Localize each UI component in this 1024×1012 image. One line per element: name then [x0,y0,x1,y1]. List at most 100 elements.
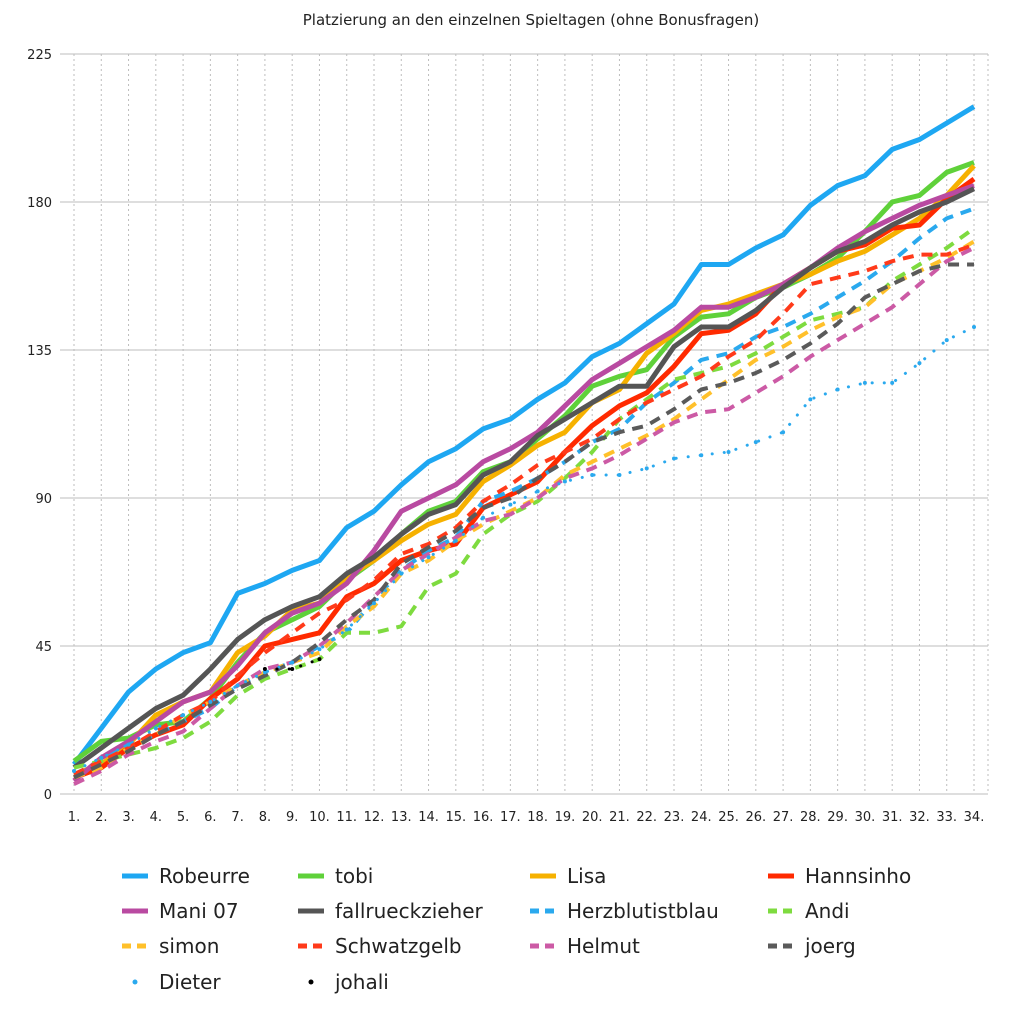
x-tick-label: 15. [445,810,466,825]
x-tick-label: 34. [964,810,985,825]
legend: Robeurre tobi Lisa Hannsinho Mani 07 fallruec… [122,864,911,994]
legend-label: Hannsinho [805,864,911,888]
data-point [617,472,622,477]
data-point [535,489,540,494]
legend-item: Hannsinho [768,864,911,888]
series-lisa [73,164,976,777]
series-robeurre [72,104,976,766]
series-line [72,186,976,770]
x-tick-label: 18. [527,810,548,825]
series-helmut [73,246,975,786]
legend-label: tobi [335,864,373,888]
data-point [726,449,731,454]
legend-item: Andi [768,899,850,923]
series-line [72,325,976,773]
x-tick-label: 32. [909,810,930,825]
legend-label: Dieter [159,970,221,994]
chart-title: Platzierung an den einzelnen Spieltagen … [303,11,760,29]
legend-item: Robeurre [122,864,250,888]
series-herzblutistblau [73,206,975,777]
data-point [426,555,431,560]
data-point [153,726,158,731]
legend-label: simon [159,934,219,958]
x-tick-label: 22. [636,810,657,825]
legend-label: Robeurre [159,864,250,888]
legend-swatch [132,979,138,985]
data-point [835,387,840,392]
legend-label: Lisa [567,864,606,888]
y-tick-label: 180 [27,196,52,211]
data-point [72,768,76,773]
legend-item: Lisa [530,864,606,888]
x-tick-label: 6. [204,810,216,825]
data-point [344,627,349,632]
series-mani-07 [72,183,975,783]
legend-label: Helmut [567,934,640,958]
x-tick-label: 33. [936,810,957,825]
x-tick-label: 21. [609,810,630,825]
legend-item: johali [308,970,389,994]
x-tick-label: 13. [391,810,412,825]
y-tick-label: 0 [44,788,52,803]
data-point [972,324,976,329]
x-axis: 1. 2. 3. 4. 5. 6. 7. 8. 9. 10. 11. 12. 13. 14. 15. 16. 1… [68,810,985,825]
series-line [73,206,975,777]
data-point [562,479,567,484]
legend-label: joerg [804,934,856,958]
legend-label: Andi [805,899,850,923]
series-line [72,104,976,766]
legend-label: Herzblutistblau [567,899,719,923]
x-tick-label: 30. [855,810,876,825]
legend-item: Schwatzgelb [298,934,462,958]
x-tick-label: 20. [582,810,603,825]
legend-item: Herzblutistblau [530,899,719,923]
data-point [453,538,458,543]
data-point [672,456,676,461]
data-point [290,660,295,665]
data-point [781,430,786,435]
x-tick-label: 26. [745,810,766,825]
series-line [73,262,974,780]
data-point [372,601,376,606]
data-point [235,683,240,688]
data-point [917,361,922,366]
y-tick-label: 135 [27,344,52,359]
data-point [590,472,595,477]
x-tick-label: 3. [122,810,134,825]
data-point [317,657,322,662]
legend-label: fallrueckzieher [335,899,484,923]
legend-item: Helmut [530,934,640,958]
series-schwatzgelb [73,242,975,777]
series-line [73,246,975,786]
x-tick-label: 12. [364,810,385,825]
x-tick-label: 10. [309,810,330,825]
data-point [699,453,704,458]
data-point [262,670,267,675]
data-point [317,647,322,652]
series-dieter [72,324,976,773]
x-tick-label: 7. [231,810,243,825]
legend-label: johali [334,970,389,994]
x-tick-label: 31. [882,810,903,825]
x-tick-label: 28. [800,810,821,825]
series-line [73,164,976,777]
legend-item: simon [122,934,219,958]
legend-item: Mani 07 [122,899,239,923]
x-tick-label: 8. [259,810,271,825]
data-point [944,338,949,343]
x-tick-label: 27. [773,810,794,825]
y-tick-label: 90 [35,492,52,507]
x-tick-label: 1. [68,810,80,825]
x-tick-label: 23. [664,810,685,825]
series-line [73,176,976,780]
series-joerg [73,262,974,780]
data-point [99,755,104,760]
x-tick-label: 17. [500,810,521,825]
legend-item: joerg [768,934,856,958]
x-tick-label: 14. [418,810,439,825]
x-tick-label: 16. [473,810,494,825]
data-point [890,380,895,385]
x-tick-label: 11. [336,810,357,825]
data-point [126,742,131,747]
series-hannsinho [73,176,976,780]
